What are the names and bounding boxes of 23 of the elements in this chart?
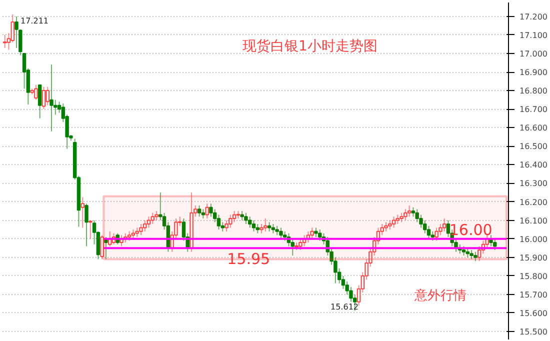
y-tick-label: 16.000	[520, 234, 548, 244]
y-tick-label: 16.700	[520, 105, 548, 114]
y-tick-label: 16.900	[520, 68, 548, 78]
y-tick-label: 17.000	[520, 49, 548, 58]
y-tick-label: 15.800	[520, 272, 548, 281]
y-tick-label: 16.100	[520, 216, 548, 226]
y-tick-label: 16.800	[520, 86, 548, 96]
y-tick-label: 15.500	[520, 328, 548, 337]
y-tick-label: 16.300	[520, 179, 548, 188]
y-tick-label: 16.500	[520, 142, 548, 152]
y-tick-label: 17.100	[520, 30, 548, 40]
annotation: 17.211	[20, 16, 48, 26]
y-tick-label: 17.200	[520, 12, 548, 22]
text: 现货白银1小时走势图	[242, 38, 378, 54]
y-tick-label: 15.600	[520, 308, 548, 318]
annotation: 意外行情	[414, 288, 466, 304]
y-tick-label: 16.600	[520, 124, 548, 133]
y-tick-label: 16.400	[520, 160, 548, 170]
ref-line-label: 15.95	[227, 250, 270, 268]
y-tick-label: 15.900	[520, 253, 548, 262]
y-tick-label: 16.200	[520, 198, 548, 207]
y-tick-label: 15.700	[520, 290, 548, 300]
ref-line-label: 16.00	[449, 220, 492, 239]
